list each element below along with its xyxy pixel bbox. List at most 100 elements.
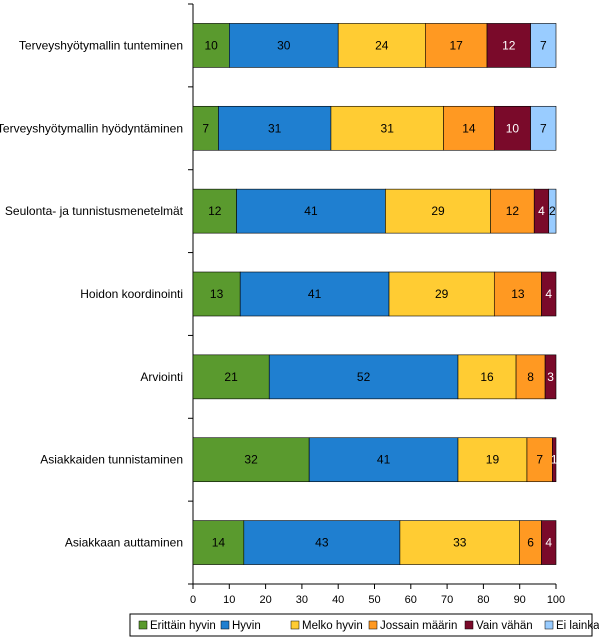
x-tick-label: 10 (223, 594, 235, 606)
data-label: 10 (506, 121, 520, 135)
bar-segment (530, 105, 557, 151)
data-label: 41 (377, 453, 391, 467)
data-label: 30 (277, 38, 291, 52)
data-label: 31 (381, 121, 395, 135)
data-label: 19 (486, 453, 500, 467)
data-label: 41 (304, 204, 318, 218)
data-label: 7 (536, 453, 543, 467)
category-label: Terveyshyötymallin hyödyntäminen (0, 121, 183, 135)
legend-swatch (464, 620, 474, 630)
data-label: 12 (502, 38, 516, 52)
legend-swatch (138, 620, 148, 630)
data-label: 2 (549, 204, 556, 218)
bar-segment (548, 188, 557, 234)
data-label: 12 (506, 204, 520, 218)
data-label: 12 (208, 204, 222, 218)
legend-box (129, 613, 593, 637)
bar-segment (443, 105, 495, 151)
data-label: 7 (540, 38, 547, 52)
data-label: 3 (547, 370, 554, 384)
data-label: 43 (315, 536, 329, 550)
data-label: 33 (453, 536, 467, 550)
data-label: 13 (210, 287, 224, 301)
data-label: 31 (268, 121, 282, 135)
data-label: 6 (527, 536, 534, 550)
x-tick-label: 70 (441, 594, 453, 606)
data-label: 41 (308, 287, 322, 301)
bar-segment (192, 520, 245, 565)
bar-segment (337, 23, 426, 68)
category-label: Hoidon koordinointi (80, 287, 183, 301)
category-label: Seulonta- ja tunnistusmenetelmät (5, 204, 184, 218)
bar-segment (541, 520, 557, 565)
x-tick-label: 0 (190, 594, 196, 606)
x-tick-label: 50 (368, 594, 380, 606)
bar-segment (388, 271, 495, 317)
legend-swatch (544, 620, 554, 630)
x-tick-label: 40 (332, 594, 344, 606)
legend-label: Hyvin (232, 620, 261, 632)
bar-segment (218, 105, 332, 151)
data-label: 14 (212, 536, 226, 550)
bar-segment (530, 23, 557, 68)
data-label: 13 (511, 287, 525, 301)
legend-label: Erittäin hyvin (150, 620, 216, 632)
data-label: 29 (435, 287, 449, 301)
bar-segment (192, 354, 270, 400)
bar-segment (399, 520, 521, 565)
bar-segment (493, 271, 542, 317)
bar-segment (541, 271, 557, 317)
bar-segment (486, 23, 531, 68)
data-label: 4 (538, 204, 545, 218)
bar-segment (490, 188, 535, 234)
bar-segment (425, 23, 488, 68)
data-label: 29 (431, 204, 445, 218)
x-tick-label: 90 (514, 594, 526, 606)
bar-segment (192, 271, 241, 317)
data-label: 10 (204, 38, 218, 52)
x-tick-label: 20 (259, 594, 271, 606)
bar-segment (330, 105, 444, 151)
legend-swatch (290, 620, 300, 630)
bar-segment (457, 437, 528, 483)
category-label: Asiakkaiden tunnistaminen (40, 453, 183, 467)
legend-label: Melko hyvin (302, 620, 363, 632)
bar-segment (236, 188, 386, 234)
category-label: Asiakkaan auttaminen (65, 536, 183, 550)
x-tick-label: 30 (296, 594, 308, 606)
data-label: 16 (480, 370, 494, 384)
bar-segment (493, 105, 531, 151)
bar-segment (526, 437, 553, 483)
category-label: Arviointi (140, 370, 183, 384)
data-label: 17 (449, 38, 463, 52)
bar-segment (544, 354, 557, 400)
legend-label: Jossain määrin (380, 620, 457, 632)
data-label: 1 (551, 453, 558, 467)
bar-segment (385, 188, 491, 234)
bar-segment (552, 437, 557, 483)
bar-segment (192, 188, 237, 234)
bar-segment (515, 354, 546, 400)
data-label: 4 (545, 287, 552, 301)
legend-swatch (368, 620, 378, 630)
x-tick-label: 80 (477, 594, 489, 606)
x-tick-label: 100 (547, 594, 565, 606)
data-label: 32 (244, 453, 258, 467)
bar-segment (243, 520, 401, 565)
data-label: 4 (545, 536, 552, 550)
data-label: 24 (375, 38, 389, 52)
data-label: 21 (224, 370, 238, 384)
data-label: 7 (540, 121, 547, 135)
legend-label: Ei lainkaan (556, 620, 599, 632)
category-label: Terveyshyötymallin tunteminen (19, 38, 183, 52)
legend-label: Vain vähän (476, 620, 533, 632)
x-tick-label: 60 (405, 594, 417, 606)
data-label: 8 (527, 370, 534, 384)
bar-segment (457, 354, 517, 400)
data-label: 52 (357, 370, 371, 384)
data-label: 7 (202, 121, 209, 135)
data-label: 14 (462, 121, 476, 135)
legend-swatch (220, 620, 230, 630)
